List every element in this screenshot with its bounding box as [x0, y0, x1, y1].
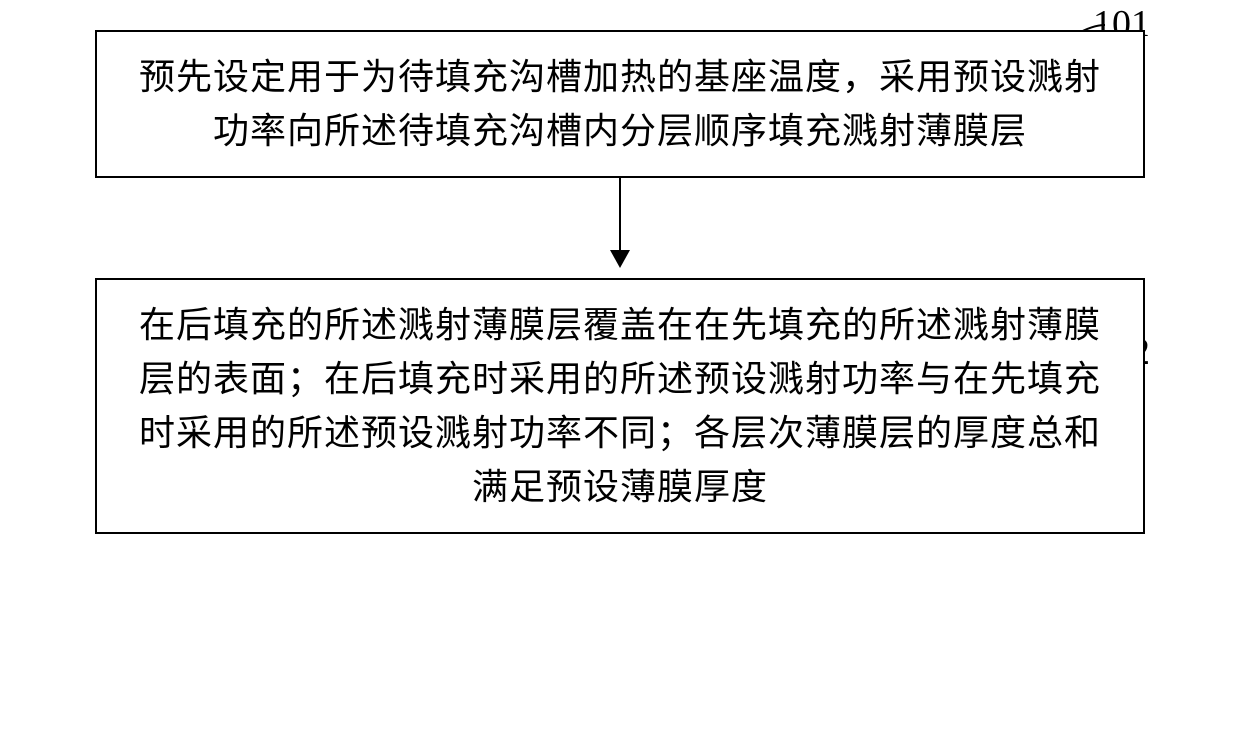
flowchart-step-1: 预先设定用于为待填充沟槽加热的基座温度，采用预设溅射功率向所述待填充沟槽内分层顺… — [95, 30, 1145, 178]
step-1-text: 预先设定用于为待填充沟槽加热的基座温度，采用预设溅射功率向所述待填充沟槽内分层顺… — [127, 50, 1113, 158]
flowchart-container: 101 预先设定用于为待填充沟槽加热的基座温度，采用预设溅射功率向所述待填充沟槽… — [50, 30, 1190, 534]
step-2-text: 在后填充的所述溅射薄膜层覆盖在在先填充的所述溅射薄膜层的表面；在后填充时采用的所… — [127, 298, 1113, 514]
flowchart-arrow — [95, 178, 1145, 278]
arrow-head — [610, 250, 630, 268]
flowchart-step-2: 在后填充的所述溅射薄膜层覆盖在在先填充的所述溅射薄膜层的表面；在后填充时采用的所… — [95, 278, 1145, 534]
arrow-line — [619, 178, 621, 258]
